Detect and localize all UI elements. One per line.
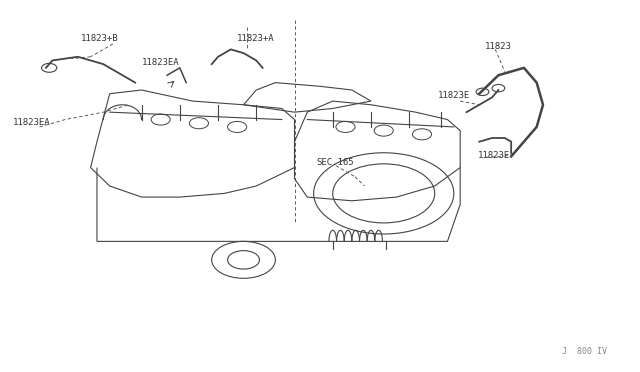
Text: J  800 IV: J 800 IV [562,347,607,356]
Text: 11823EA: 11823EA [141,58,179,67]
Text: 11823+B: 11823+B [81,34,118,43]
Text: 11823EA: 11823EA [13,118,51,127]
Text: 11823: 11823 [484,42,511,51]
Text: 11823E: 11823E [438,91,470,100]
Text: SEC.165: SEC.165 [317,157,355,167]
Text: 11823+A: 11823+A [237,34,275,43]
Text: 11823E: 11823E [478,151,510,160]
